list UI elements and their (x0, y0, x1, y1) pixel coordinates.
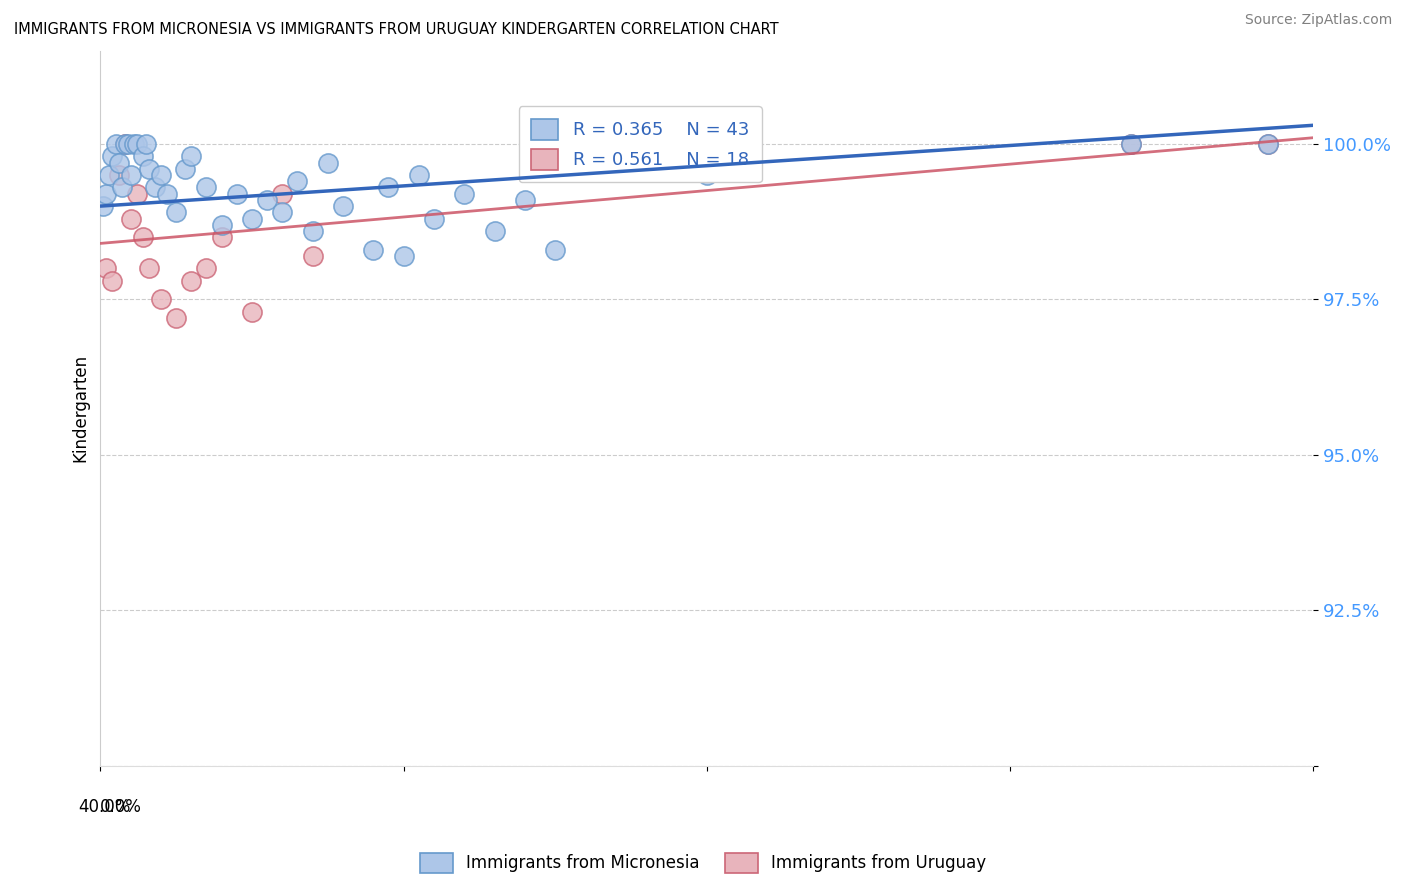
Point (316, 155, 339, 169)
Point (96, 261, 118, 276)
Point (132, 149, 155, 163)
Point (93, 199, 115, 213)
Point (696, 168, 718, 182)
Legend: Immigrants from Micronesia, Immigrants from Uruguay: Immigrants from Micronesia, Immigrants f… (413, 847, 993, 880)
Point (138, 161, 160, 176)
Point (256, 193, 278, 207)
Point (101, 149, 124, 163)
Point (107, 168, 129, 182)
Point (135, 136, 157, 151)
Point (1257, 136, 1279, 151)
Point (132, 230, 155, 244)
Point (150, 293, 173, 307)
Point (195, 261, 218, 276)
Point (101, 274, 124, 288)
Point (271, 205, 294, 219)
Point (332, 199, 354, 213)
Point (117, 136, 139, 151)
Point (1121, 136, 1143, 151)
Point (120, 211, 142, 226)
Point (544, 243, 567, 257)
Point (165, 205, 187, 219)
Point (156, 186, 179, 201)
Point (301, 224, 323, 238)
Point (143, 180, 166, 194)
Point (377, 180, 399, 194)
Point (98, 168, 121, 182)
Point (1257, 136, 1279, 151)
Point (423, 211, 446, 226)
Point (271, 186, 294, 201)
Point (114, 136, 136, 151)
Point (408, 168, 430, 182)
Point (225, 186, 247, 201)
Point (180, 149, 202, 163)
Text: IMMIGRANTS FROM MICRONESIA VS IMMIGRANTS FROM URUGUAY KINDERGARTEN CORRELATION C: IMMIGRANTS FROM MICRONESIA VS IMMIGRANTS… (14, 22, 779, 37)
Point (361, 243, 384, 257)
Point (195, 180, 218, 194)
Point (174, 161, 197, 176)
Point (150, 168, 173, 182)
Point (107, 155, 129, 169)
Point (211, 230, 233, 244)
Point (240, 211, 263, 226)
Point (211, 218, 233, 232)
Point (453, 186, 475, 201)
Point (96, 186, 118, 201)
Point (110, 180, 132, 194)
Text: 40.0%: 40.0% (79, 797, 131, 816)
Point (287, 174, 309, 188)
Point (165, 311, 187, 326)
Point (484, 224, 506, 238)
Point (180, 274, 202, 288)
Point (1121, 136, 1143, 151)
Point (138, 261, 160, 276)
Point (114, 136, 136, 151)
Text: Source: ZipAtlas.com: Source: ZipAtlas.com (1244, 13, 1392, 28)
Point (104, 136, 127, 151)
Legend: R = 0.365    N = 43, R = 0.561    N = 18: R = 0.365 N = 43, R = 0.561 N = 18 (519, 106, 762, 182)
Text: 0.0%: 0.0% (100, 797, 142, 816)
Point (392, 249, 415, 263)
Point (125, 136, 148, 151)
Point (301, 249, 323, 263)
Point (513, 193, 536, 207)
Point (240, 305, 263, 319)
Point (120, 168, 142, 182)
Y-axis label: Kindergarten: Kindergarten (72, 354, 89, 462)
Point (125, 186, 148, 201)
Point (122, 136, 145, 151)
